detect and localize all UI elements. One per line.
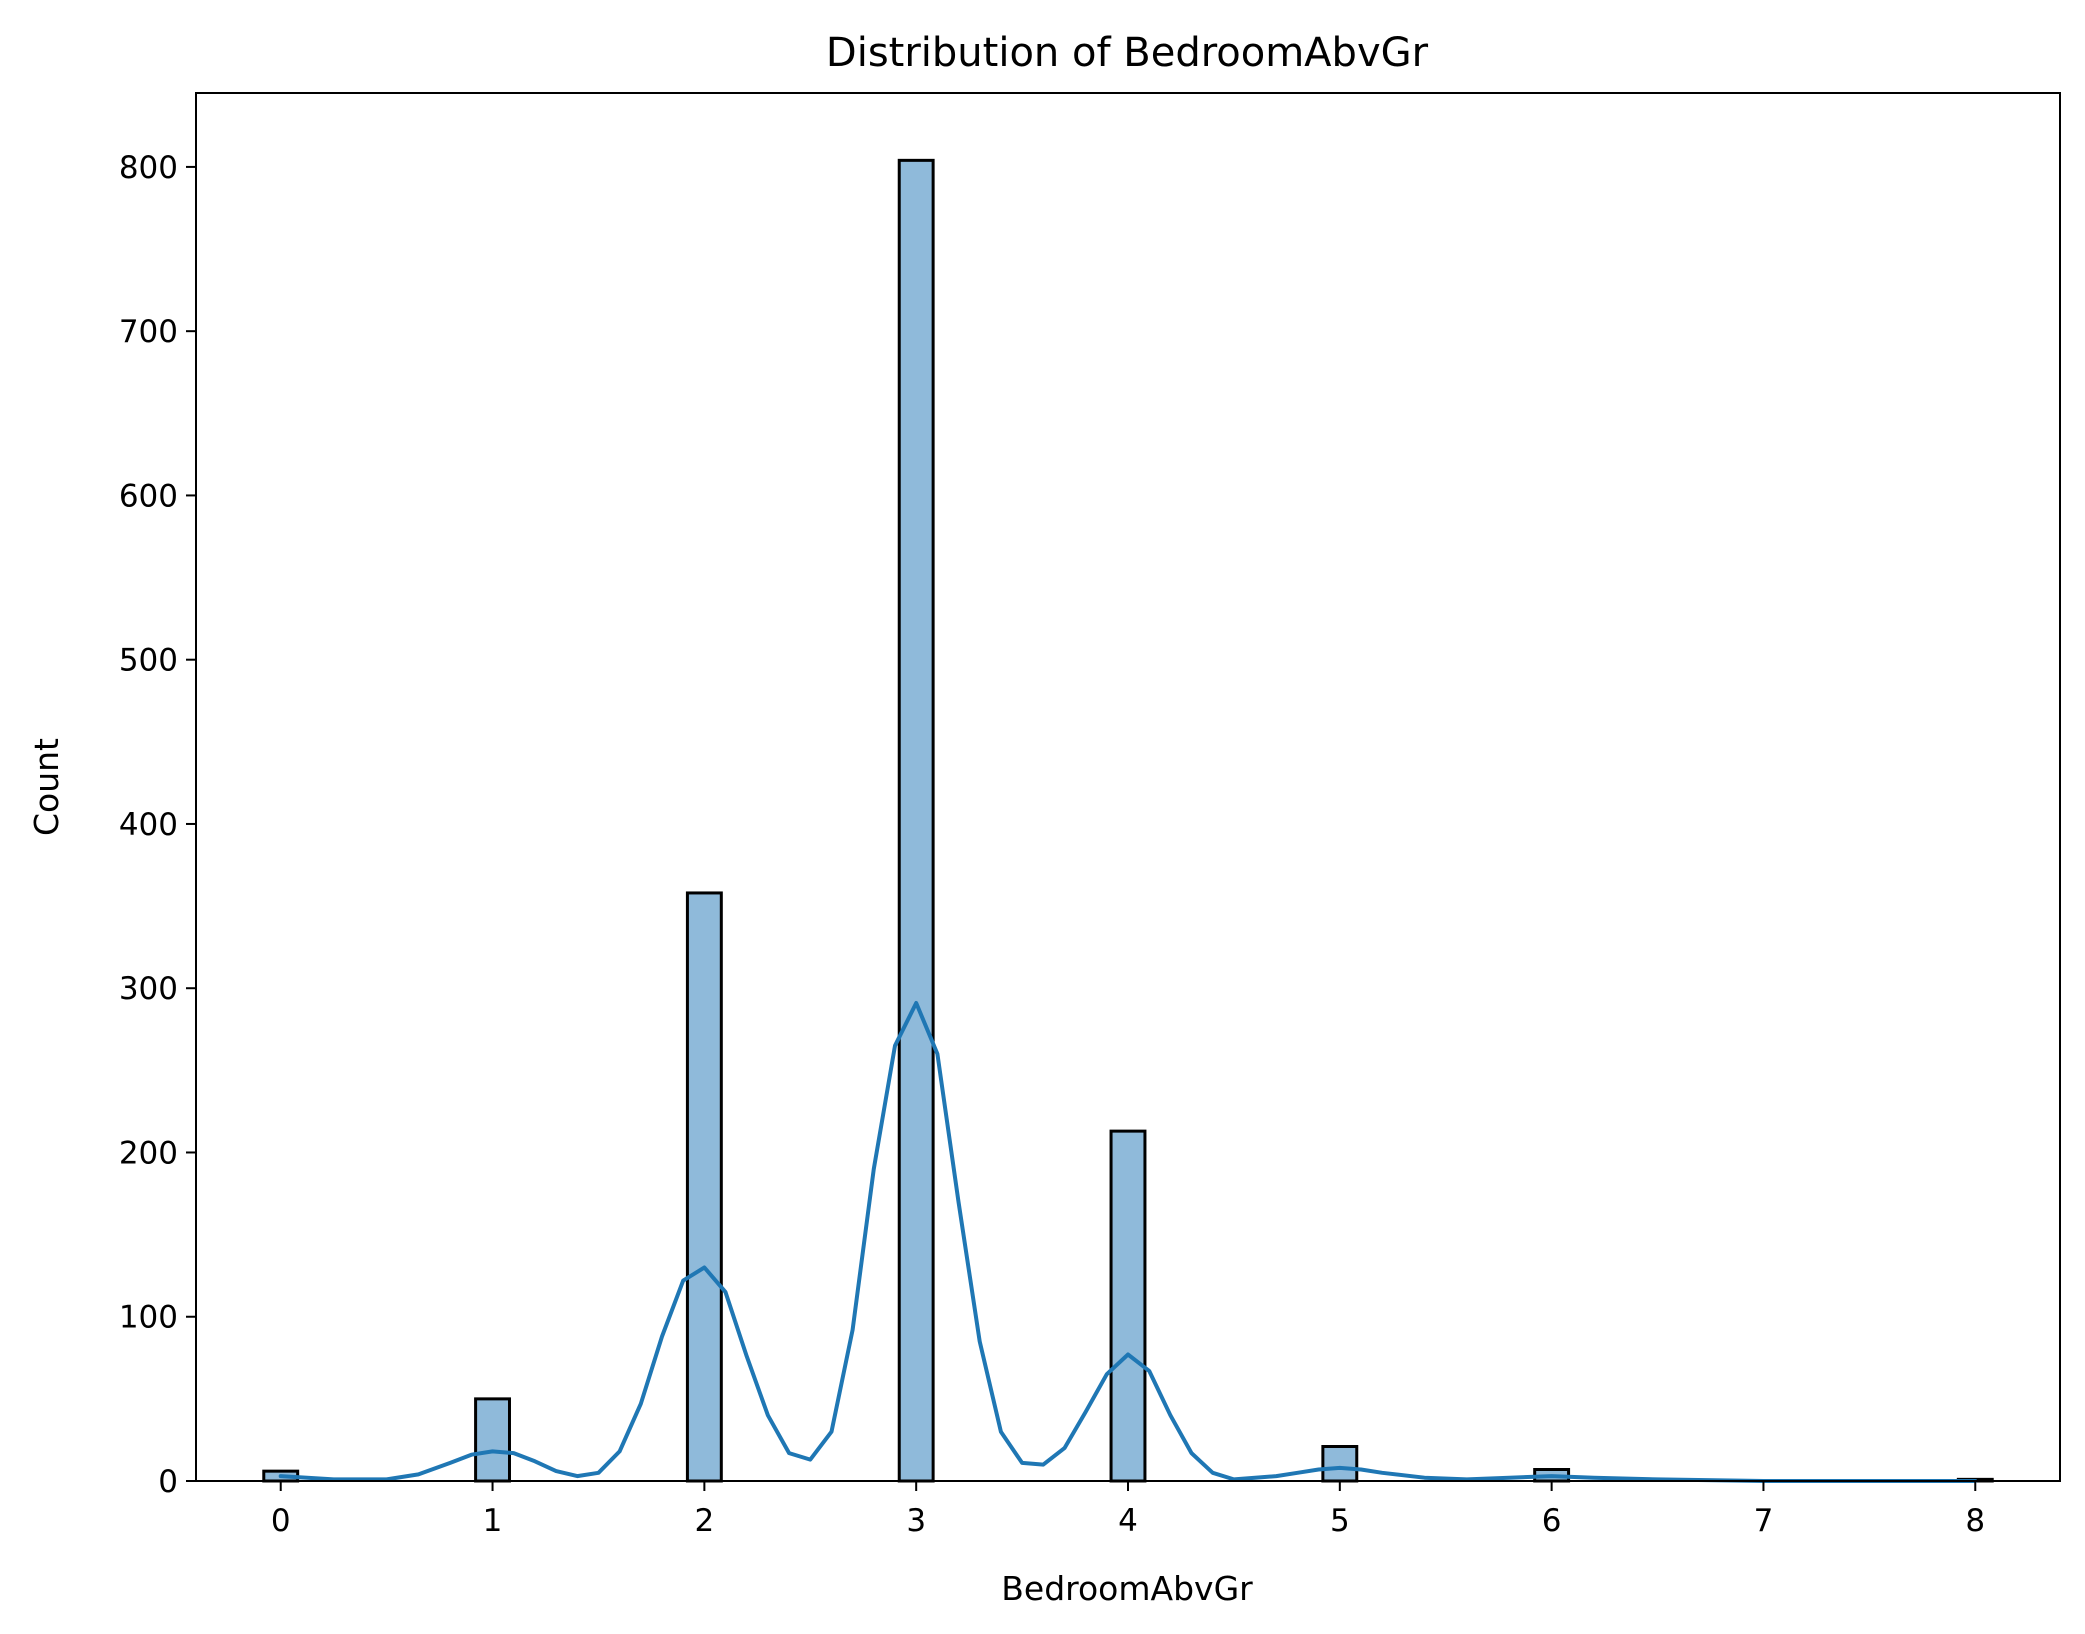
histogram-bar-1 [474, 1397, 511, 1483]
x-tick-label-2: 2 [694, 1503, 714, 1539]
y-tick-label-500: 500 [119, 643, 178, 679]
y-tick-label-600: 600 [119, 478, 178, 514]
kde-curve [278, 1001, 1978, 1483]
histogram-bar-4 [1109, 1129, 1147, 1483]
y-tick-label-700: 700 [119, 314, 178, 350]
x-tick-label-1: 1 [483, 1503, 503, 1539]
histogram-bar-2 [685, 891, 723, 1483]
y-axis-label: Count [27, 738, 66, 836]
axes-group: 0 1 2 3 4 5 6 7 8 0 100 200 300 400 500 600 700 800 [119, 150, 1985, 1539]
y-tick-label-800: 800 [119, 150, 178, 186]
plot-frame [195, 92, 2061, 1482]
histogram-bar-3 [897, 158, 935, 1483]
kde-group [278, 1001, 1978, 1483]
y-tick-label-300: 300 [119, 971, 178, 1007]
x-tick-label-3: 3 [906, 1503, 926, 1539]
x-tick-label-4: 4 [1118, 1503, 1138, 1539]
x-tick-label-6: 6 [1542, 1503, 1562, 1539]
y-tick-label-400: 400 [119, 807, 178, 843]
chart-title: Distribution of BedroomAbvGr [826, 30, 1429, 76]
x-axis-label: BedroomAbvGr [1001, 1569, 1253, 1608]
histogram-bar-5 [1321, 1445, 1359, 1483]
x-tick-label-0: 0 [271, 1503, 291, 1539]
y-tick-label-0: 0 [158, 1464, 178, 1500]
x-tick-label-7: 7 [1754, 1503, 1774, 1539]
y-tick-label-100: 100 [119, 1300, 178, 1336]
bars-group [262, 158, 1994, 1483]
x-tick-label-5: 5 [1330, 1503, 1350, 1539]
y-tick-label-200: 200 [119, 1135, 178, 1171]
x-tick-label-8: 8 [1965, 1503, 1985, 1539]
